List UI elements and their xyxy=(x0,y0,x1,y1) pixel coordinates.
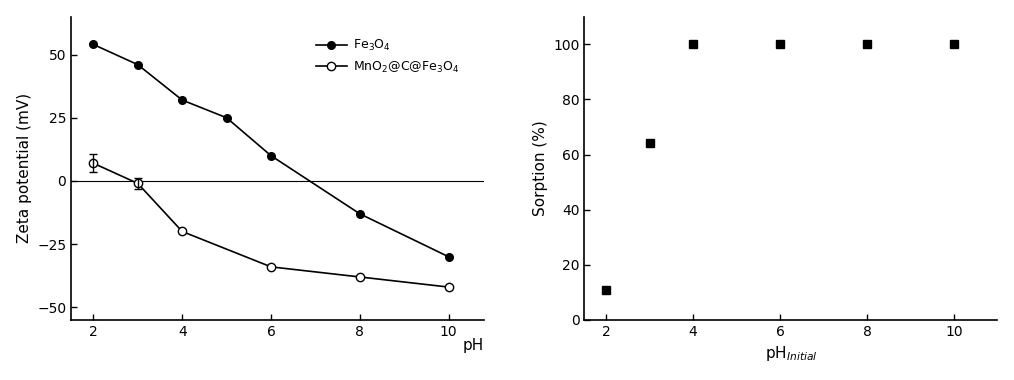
Legend: Fe$_3$O$_4$, MnO$_2$@C@Fe$_3$O$_4$: Fe$_3$O$_4$, MnO$_2$@C@Fe$_3$O$_4$ xyxy=(309,32,465,81)
Fe$_3$O$_4$ xyxy=(265,154,277,158)
Fe$_3$O$_4$ xyxy=(442,255,454,259)
Line: MnO$_2$@C@Fe$_3$O$_4$: MnO$_2$@C@Fe$_3$O$_4$ xyxy=(89,159,452,291)
Fe$_3$O$_4$ xyxy=(176,98,189,102)
Fe$_3$O$_4$ xyxy=(220,116,232,120)
Fe$_3$O$_4$ xyxy=(87,42,99,47)
Y-axis label: Sorption (%): Sorption (%) xyxy=(532,120,548,216)
MnO$_2$@C@Fe$_3$O$_4$ xyxy=(442,285,454,289)
MnO$_2$@C@Fe$_3$O$_4$ xyxy=(132,181,144,186)
Fe$_3$O$_4$ xyxy=(354,212,366,216)
MnO$_2$@C@Fe$_3$O$_4$ xyxy=(87,161,99,166)
Line: Fe$_3$O$_4$: Fe$_3$O$_4$ xyxy=(89,41,452,261)
Y-axis label: Zeta potential (mV): Zeta potential (mV) xyxy=(16,93,31,243)
MnO$_2$@C@Fe$_3$O$_4$ xyxy=(354,275,366,279)
Fe$_3$O$_4$ xyxy=(132,62,144,67)
X-axis label: pH$_{Initial}$: pH$_{Initial}$ xyxy=(765,344,817,363)
MnO$_2$@C@Fe$_3$O$_4$ xyxy=(176,229,189,234)
Text: pH: pH xyxy=(462,337,484,353)
MnO$_2$@C@Fe$_3$O$_4$ xyxy=(265,264,277,269)
